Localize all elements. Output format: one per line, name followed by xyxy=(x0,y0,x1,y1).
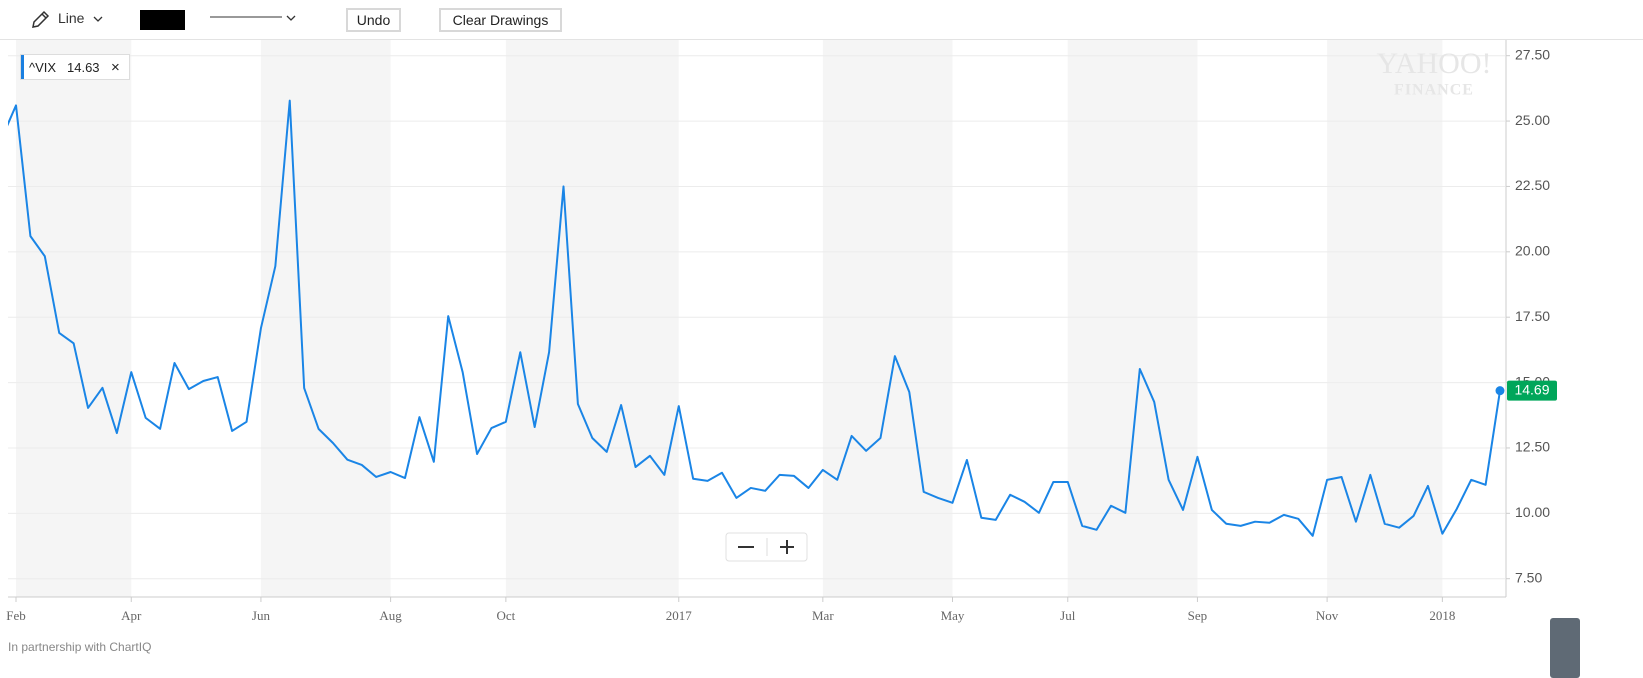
x-tick-label: Oct xyxy=(496,608,515,623)
price-line xyxy=(8,99,1501,537)
x-tick-label: 2017 xyxy=(666,608,693,623)
x-tick-label: Jun xyxy=(252,608,271,623)
y-tick-label: 20.00 xyxy=(1515,243,1550,259)
last-price-label: 14.69 xyxy=(1514,381,1549,397)
legend-name: ^VIX xyxy=(29,60,57,75)
period-band xyxy=(505,40,679,597)
last-price-badge xyxy=(1507,380,1557,401)
legend-chip[interactable]: ^VIX 14.63 × xyxy=(20,54,130,80)
y-tick-label: 25.00 xyxy=(1515,112,1550,128)
y-tick-label: 27.50 xyxy=(1515,46,1550,62)
period-band xyxy=(16,40,132,597)
toolbar: Line Undo Clear Drawings xyxy=(0,0,1643,40)
period-band xyxy=(260,40,391,597)
x-tick-label: May xyxy=(941,608,965,623)
x-tick-label: Sep xyxy=(1188,608,1208,623)
zoom-control xyxy=(725,532,808,562)
footer: In partnership with ChartIQ xyxy=(8,640,152,654)
period-band xyxy=(1327,40,1443,597)
clear-drawings-button[interactable]: Clear Drawings xyxy=(439,8,562,32)
y-tick-label: 17.50 xyxy=(1515,308,1550,324)
x-tick-label: Aug xyxy=(379,608,402,623)
period-band xyxy=(1067,40,1198,597)
last-point xyxy=(1495,386,1505,396)
undo-button[interactable]: Undo xyxy=(346,8,401,32)
legend-close[interactable]: × xyxy=(111,59,120,76)
line-style[interactable] xyxy=(208,12,298,26)
x-tick-label: Nov xyxy=(1316,608,1339,623)
y-tick-label: 7.50 xyxy=(1515,569,1542,585)
tool-select[interactable]: Line xyxy=(58,10,85,26)
zoom-in[interactable] xyxy=(780,540,794,554)
y-tick-label: 12.50 xyxy=(1515,439,1550,455)
legend-quote: 14.63 xyxy=(67,60,100,75)
x-tick-label: Feb xyxy=(6,608,26,623)
period-band xyxy=(822,40,953,597)
y-tick-label: 22.50 xyxy=(1515,177,1550,193)
scroll-handle[interactable] xyxy=(1550,618,1580,678)
x-tick-label: 2018 xyxy=(1429,608,1455,623)
color-swatch[interactable] xyxy=(140,10,185,30)
x-tick-label: Mar xyxy=(812,608,834,623)
watermark-yahoo: YAHOO! xyxy=(1377,47,1492,80)
x-tick-label: Apr xyxy=(121,608,142,623)
pencil-icon xyxy=(32,10,50,28)
chevron xyxy=(93,16,103,22)
legend-color xyxy=(21,55,24,79)
y-tick-label: 10.00 xyxy=(1515,504,1550,520)
watermark-finance: FINANCE xyxy=(1394,82,1474,99)
x-tick-label: Jul xyxy=(1060,608,1076,623)
